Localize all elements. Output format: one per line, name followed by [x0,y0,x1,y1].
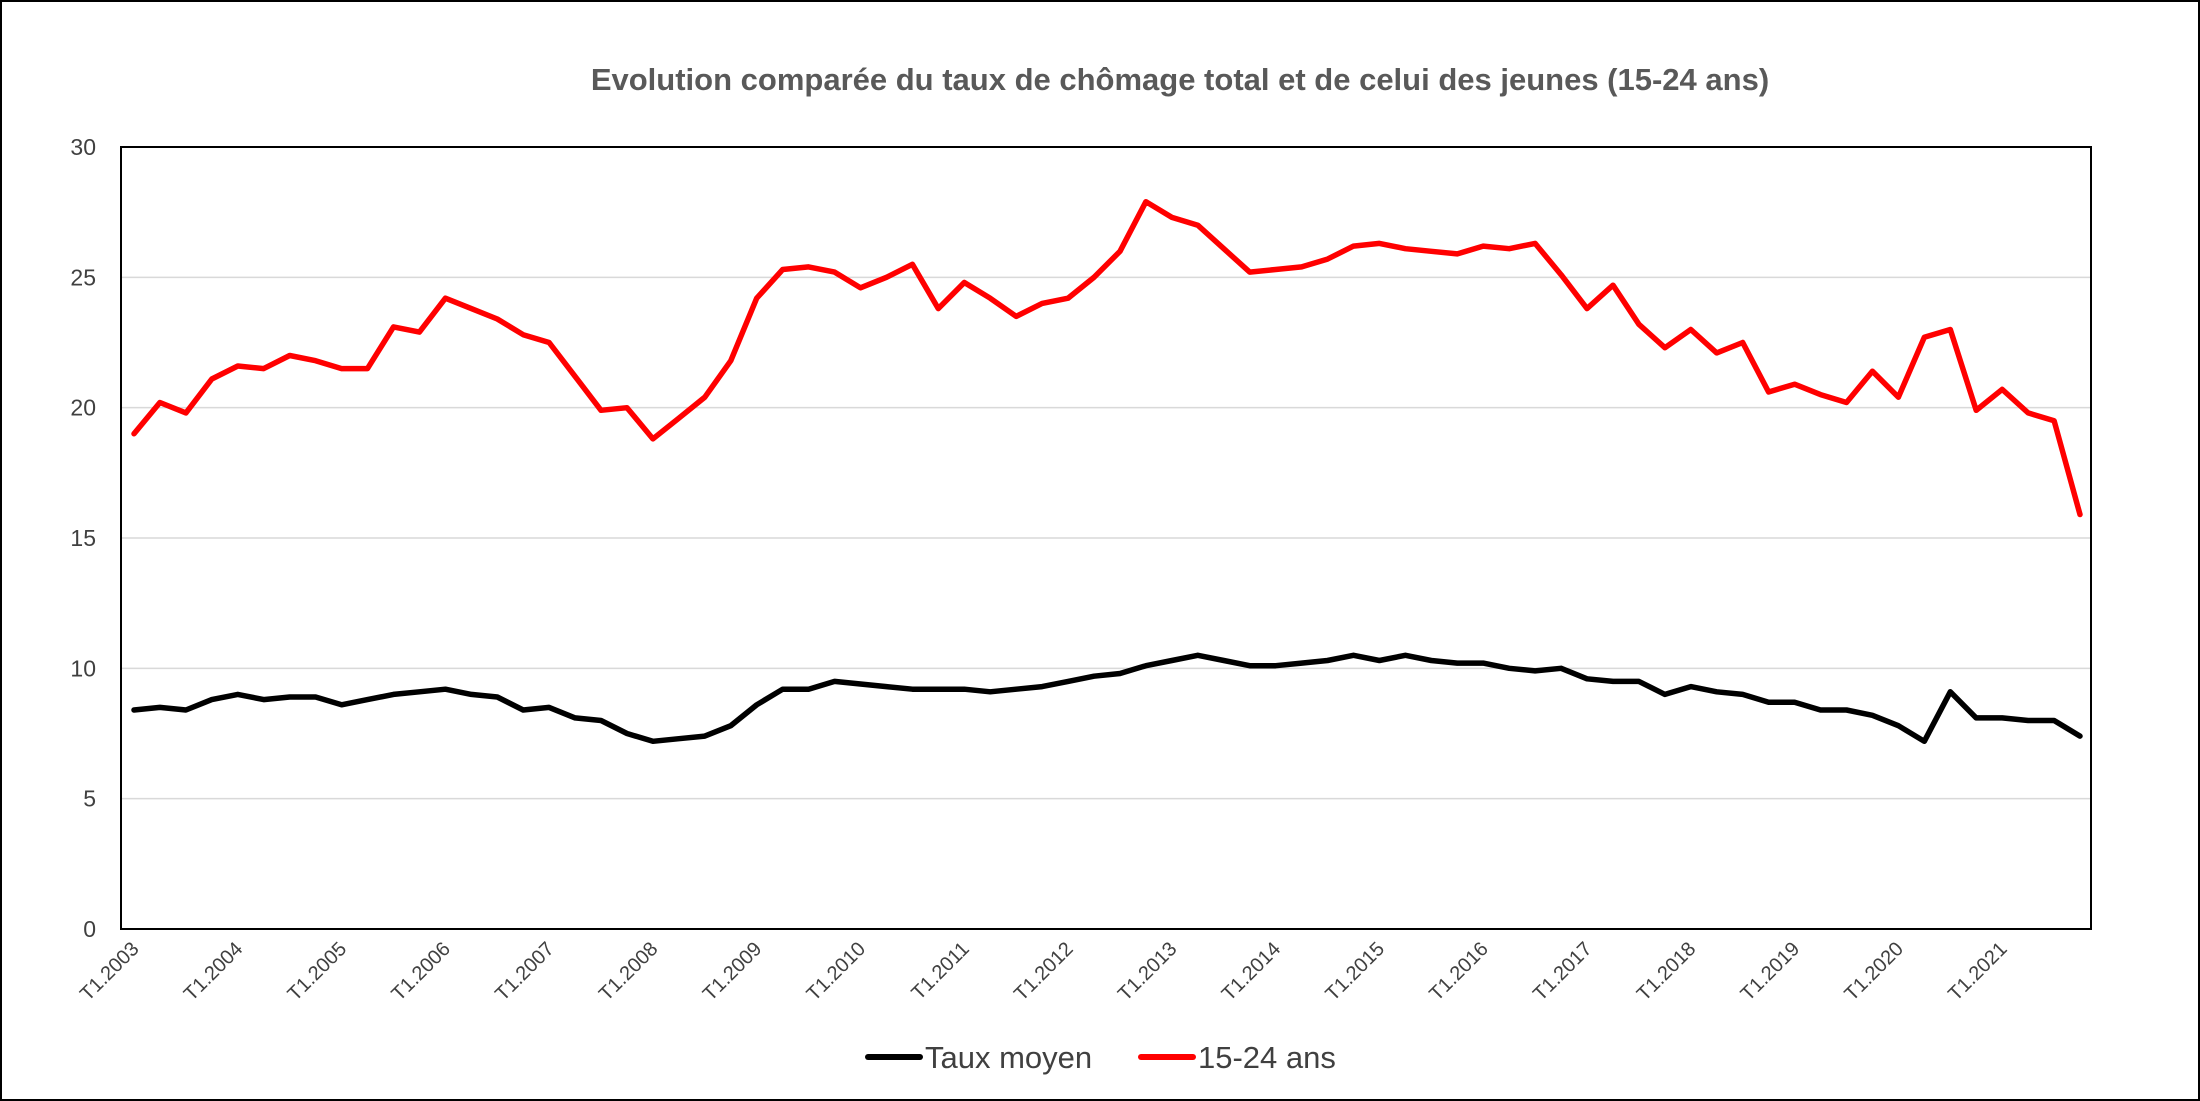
x-tick-label: T1.2011 [907,938,973,1004]
legend-label-1: 15-24 ans [1198,1040,1336,1075]
x-tick-label: T1.2017 [1529,938,1596,1005]
x-tick-label: T1.2008 [595,938,662,1005]
x-tick-label: T1.2014 [1218,938,1285,1005]
x-tick-label: T1.2021 [1944,938,2011,1005]
x-tick-label: T1.2010 [803,938,870,1005]
x-axis-ticks: T1.2003 T1.2004 T1.2005 T1.2006 T1.2007 T1.20… [76,938,2012,1005]
y-tick-label: 0 [83,916,96,942]
chart-title: Evolution comparée du taux de chômage to… [591,62,1769,97]
plot-area-border [120,146,2092,930]
y-tick-label: 10 [70,655,96,681]
y-tick-label: 25 [70,264,96,290]
x-tick-label: T1.2007 [491,938,558,1005]
y-tick-label: 30 [70,134,96,160]
y-tick-label: 15 [70,525,96,551]
x-tick-label: T1.2009 [699,938,766,1005]
legend-label-0: Taux moyen [925,1040,1092,1075]
x-tick-label: T1.2018 [1633,938,1700,1005]
y-tick-label: 20 [70,395,96,421]
x-tick-label: T1.2016 [1425,938,1492,1005]
x-tick-label: T1.2013 [1114,938,1181,1005]
series-layer [131,198,2083,745]
x-tick-label: T1.2012 [1010,938,1077,1005]
series-line-1 [131,198,2083,518]
series-line-0 [131,652,2083,745]
x-tick-label: T1.2005 [284,938,351,1005]
x-tick-label: T1.2015 [1322,938,1389,1005]
x-tick-label: T1.2003 [76,938,143,1005]
legend: Taux moyen 15-24 ans [865,1040,1336,1075]
x-tick-label: T1.2019 [1737,938,1804,1005]
gridlines [121,276,2091,800]
x-tick-label: T1.2006 [387,938,454,1005]
y-axis-ticks: 0 5 10 15 20 25 30 [70,134,96,942]
y-tick-label: 5 [83,786,96,812]
x-tick-label: T1.2020 [1840,938,1907,1005]
x-tick-label: T1.2004 [180,938,247,1005]
